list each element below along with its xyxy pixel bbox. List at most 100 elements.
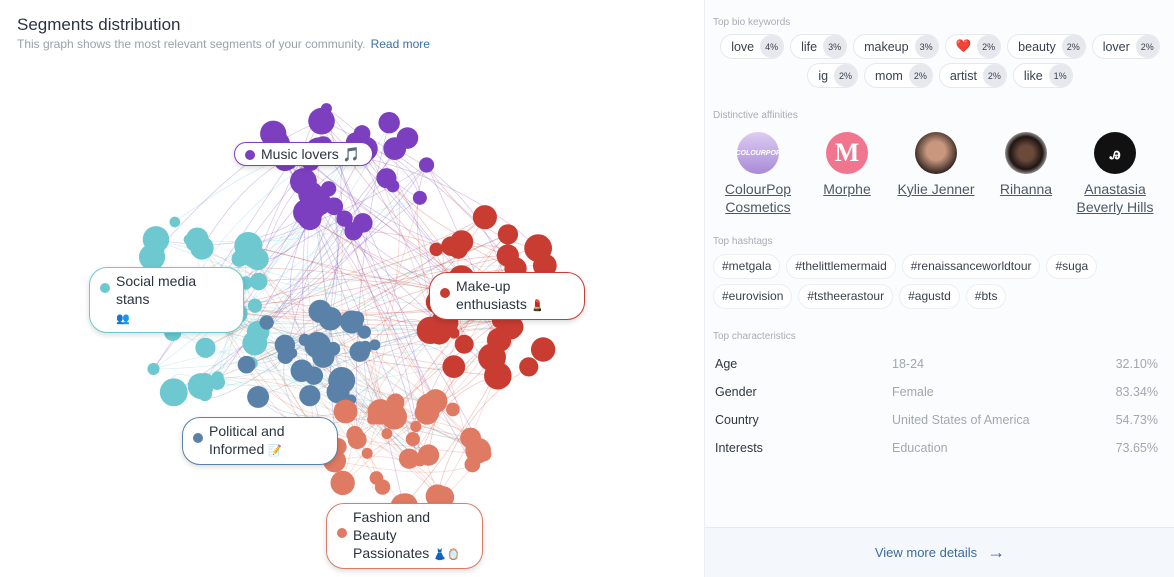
graph-node[interactable] (330, 470, 355, 496)
keyword-chip[interactable]: makeup 3% (853, 34, 939, 59)
segment-label-political-and-informed[interactable]: Political and Informed 📝 (182, 417, 338, 465)
graph-node[interactable] (308, 107, 335, 135)
keyword-chip[interactable]: artist 2% (938, 63, 1007, 88)
graph-node[interactable] (477, 447, 492, 462)
affinity-colourpop[interactable]: COLOURPOP ColourPop Cosmetics (708, 132, 808, 216)
graph-edge (309, 395, 438, 497)
graph-node[interactable] (462, 433, 478, 449)
graph-node[interactable] (497, 224, 519, 245)
graph-node[interactable] (277, 348, 294, 364)
graph-node[interactable] (304, 366, 324, 385)
graph-node[interactable] (386, 179, 400, 193)
graph-node[interactable] (410, 420, 422, 433)
keyword-chip[interactable]: lover 2% (1091, 34, 1160, 59)
graph-node[interactable] (442, 355, 466, 379)
keyword-chip[interactable]: ❤️ 2% (944, 34, 1002, 59)
characteristic-pct: 83.34% (1115, 385, 1158, 399)
graph-node[interactable] (429, 242, 443, 257)
graph-node[interactable] (249, 272, 268, 291)
affinity-rihanna[interactable]: Rihanna (976, 132, 1076, 198)
hashtag-chip[interactable]: #suga (1046, 254, 1098, 279)
graph-node[interactable] (519, 357, 539, 377)
graph-node[interactable] (336, 210, 353, 227)
keyword-chip[interactable]: love 4% (720, 34, 785, 59)
graph-node[interactable] (231, 250, 248, 267)
keyword-chip[interactable]: life 3% (790, 34, 848, 59)
graph-node[interactable] (441, 236, 461, 256)
segment-label-social-media-stans[interactable]: Social media stans 👥 (89, 267, 244, 333)
graph-node[interactable] (346, 425, 364, 443)
hashtag-chip[interactable]: #renaissanceworldtour (901, 254, 1041, 279)
graph-node[interactable] (344, 222, 363, 241)
hashtag-chip[interactable]: #tstheerastour (798, 284, 894, 309)
graph-node[interactable] (383, 137, 407, 161)
graph-node[interactable] (381, 428, 393, 440)
graph-node[interactable] (247, 298, 263, 313)
graph-node[interactable] (328, 366, 356, 394)
keyword-chip[interactable]: mom 2% (864, 63, 933, 88)
graph-node[interactable] (147, 362, 160, 376)
graph-node[interactable] (298, 333, 311, 347)
affinity-kylie-jenner[interactable]: Kylie Jenner (886, 132, 986, 198)
graph-node[interactable] (196, 372, 214, 391)
keyword-chip[interactable]: beauty 2% (1007, 34, 1086, 59)
graph-node[interactable] (412, 190, 427, 205)
graph-node[interactable] (524, 234, 553, 263)
hashtag-chip[interactable]: #eurovision (713, 284, 793, 309)
graph-node[interactable] (259, 315, 274, 330)
graph-node[interactable] (361, 447, 373, 459)
graph-node[interactable] (398, 448, 420, 469)
segment-label-fashion-and-beauty[interactable]: Fashion and Beauty Passionates 👗🪞 (326, 503, 483, 569)
graph-node[interactable] (432, 486, 455, 509)
graph-edge (153, 141, 356, 370)
hashtag-chip[interactable]: #bts (965, 284, 1007, 309)
graph-node[interactable] (378, 111, 400, 134)
graph-node[interactable] (418, 157, 435, 173)
graph-node[interactable] (418, 317, 439, 338)
graph-node[interactable] (530, 337, 556, 362)
graph-node[interactable] (159, 378, 188, 407)
graph-node[interactable] (333, 399, 358, 424)
graph-node[interactable] (304, 331, 331, 359)
graph-node[interactable] (464, 456, 481, 473)
graph-node[interactable] (472, 205, 497, 230)
hashtag-chip[interactable]: #metgala (713, 254, 781, 279)
affinity-morphe[interactable]: M Morphe (797, 132, 897, 198)
graph-node[interactable] (237, 355, 256, 374)
graph-node[interactable] (289, 168, 317, 195)
graph-node[interactable] (190, 236, 214, 260)
keyword-chip[interactable]: like 1% (1012, 63, 1073, 88)
graph-node[interactable] (446, 402, 460, 417)
graph-node[interactable] (247, 386, 270, 408)
graph-node[interactable] (405, 432, 420, 447)
view-more-details-button[interactable]: View more details → (705, 527, 1174, 577)
graph-node[interactable] (349, 311, 365, 327)
graph-node[interactable] (195, 337, 216, 358)
graph-node[interactable] (307, 191, 332, 216)
graph-node[interactable] (496, 244, 519, 267)
graph-node[interactable] (357, 325, 371, 339)
hashtag-chip[interactable]: #agustd (899, 284, 960, 309)
graph-node[interactable] (381, 404, 408, 430)
graph-node[interactable] (209, 374, 226, 390)
affinity-anastasia-beverly-hills[interactable]: ꭿ Anastasia Beverly Hills (1065, 132, 1165, 216)
graph-node[interactable] (416, 393, 442, 419)
graph-node[interactable] (308, 299, 332, 323)
graph-node[interactable] (299, 385, 321, 407)
graph-node[interactable] (369, 339, 381, 351)
graph-node[interactable] (246, 247, 269, 271)
graph-node[interactable] (486, 327, 512, 353)
graph-node[interactable] (454, 334, 474, 354)
graph-node[interactable] (242, 330, 268, 356)
graph-node[interactable] (138, 243, 166, 271)
graph-node[interactable] (484, 362, 512, 390)
keyword-chip[interactable]: ig 2% (807, 63, 859, 88)
read-more-link[interactable]: Read more (370, 37, 430, 51)
graph-node[interactable] (349, 341, 371, 362)
lipstick-icon: 💄 (530, 300, 545, 312)
graph-node[interactable] (169, 216, 181, 228)
graph-node[interactable] (374, 479, 391, 495)
segment-label-make-up-enthusiasts[interactable]: Make-up enthusiasts 💄 (429, 272, 585, 320)
segment-label-music-lovers[interactable]: Music lovers 🎵 (234, 142, 374, 166)
hashtag-chip[interactable]: #thelittlemermaid (786, 254, 896, 279)
